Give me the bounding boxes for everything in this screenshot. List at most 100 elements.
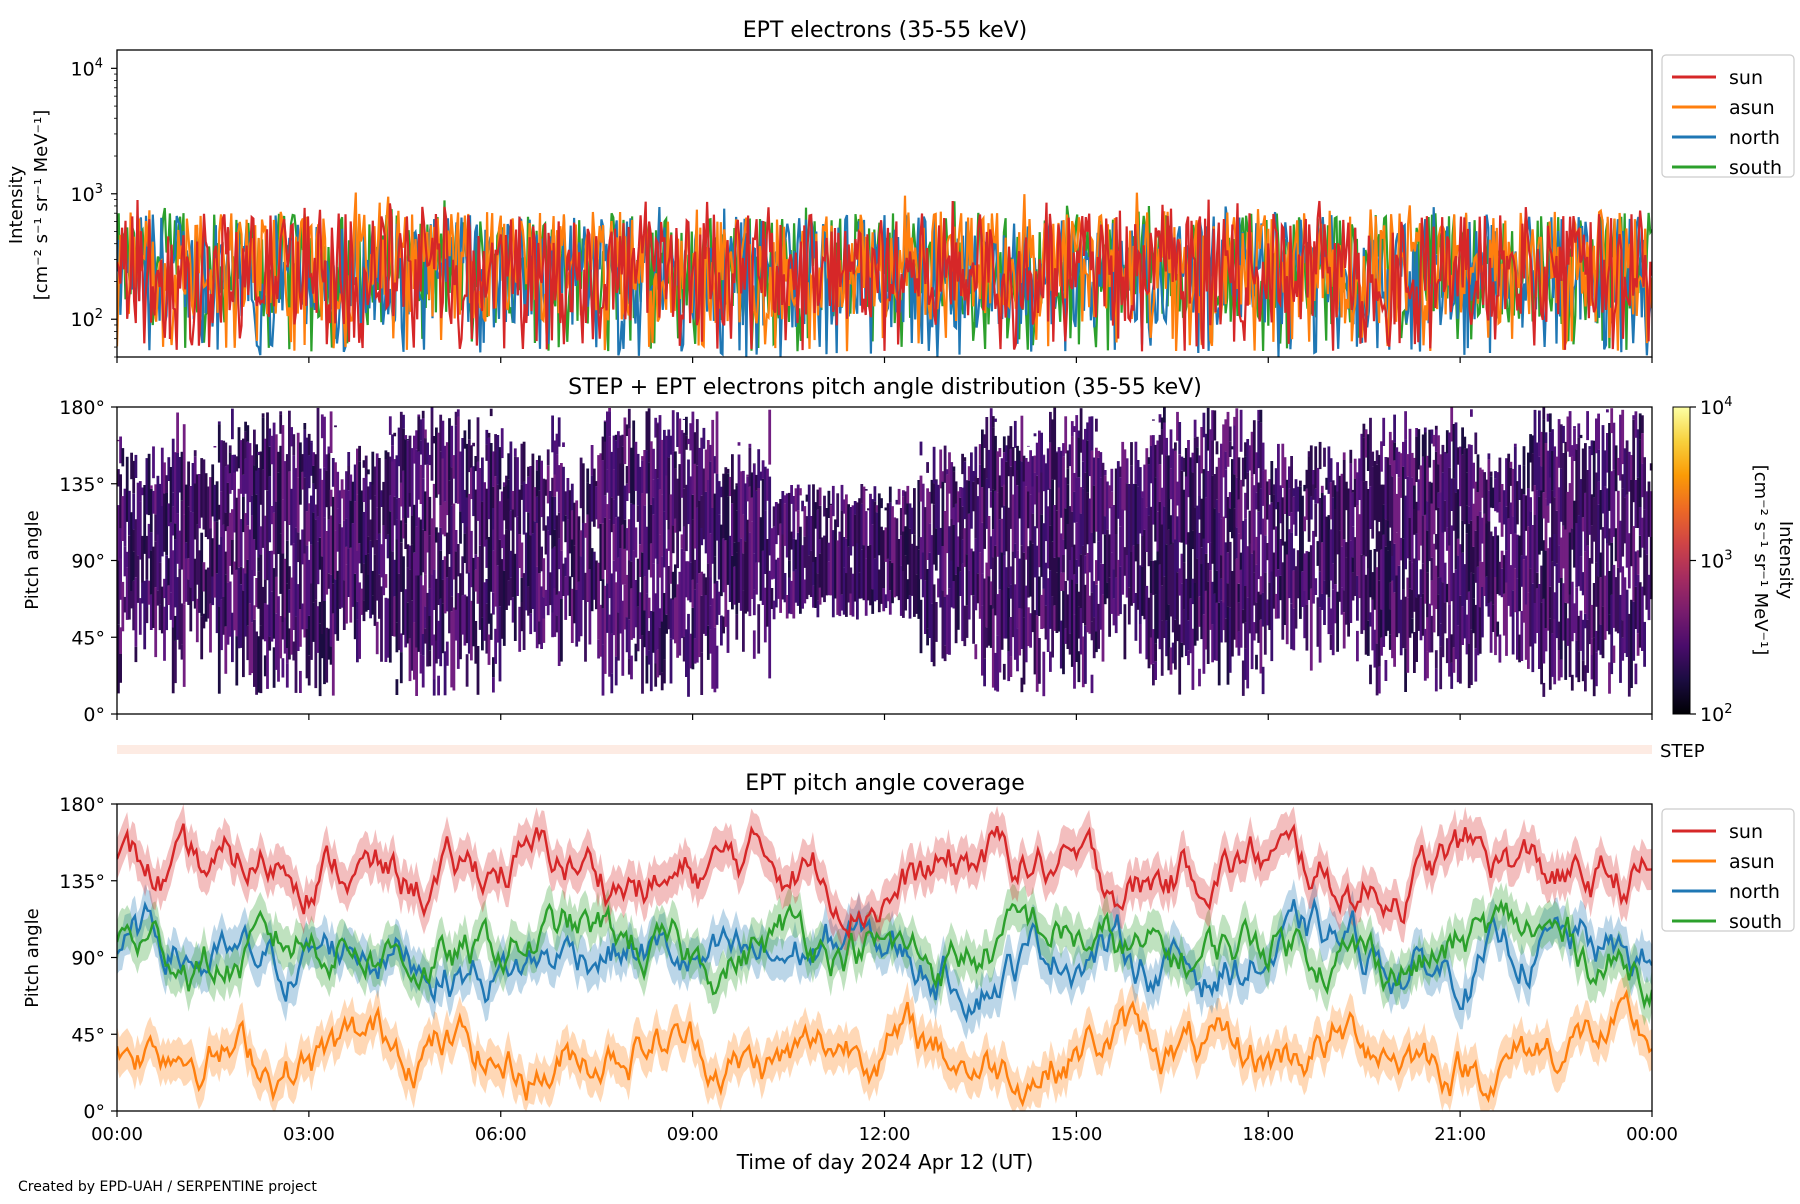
heatmap-cell bbox=[1404, 411, 1407, 439]
heatmap-cell bbox=[1424, 428, 1427, 433]
heatmap-cell bbox=[1641, 415, 1644, 433]
heatmap-cell bbox=[1542, 683, 1545, 697]
heatmap-cell bbox=[819, 506, 822, 540]
heatmap-cell bbox=[753, 630, 756, 658]
heatmap-cell bbox=[385, 574, 388, 588]
heatmap-cell bbox=[224, 443, 227, 467]
panel-pitch-coverage: EPT pitch angle coverage 0°45°90°135°180… bbox=[22, 771, 1794, 1174]
heatmap-cell bbox=[716, 411, 719, 474]
heatmap-cell bbox=[229, 445, 232, 452]
heatmap-cell bbox=[1365, 429, 1368, 430]
heatmap-cell bbox=[1426, 652, 1429, 679]
heatmap-cell bbox=[253, 605, 256, 619]
heatmap-cell bbox=[262, 413, 265, 418]
x-tick-label: 03:00 bbox=[283, 1124, 335, 1145]
heatmap-cell bbox=[424, 430, 427, 439]
x-axis-label: Time of day 2024 Apr 12 (UT) bbox=[736, 1150, 1034, 1174]
heatmap-cell bbox=[1067, 469, 1070, 485]
heatmap-cell bbox=[1577, 652, 1580, 683]
colorbar-tick-label: 103 bbox=[1700, 549, 1732, 573]
heatmap-cell bbox=[926, 462, 929, 473]
heatmap-cell bbox=[1510, 462, 1513, 468]
legend-label-south: south bbox=[1729, 157, 1782, 179]
heatmap-cell bbox=[547, 449, 550, 465]
heatmap-cell bbox=[176, 413, 179, 454]
heatmap-cell bbox=[1198, 669, 1201, 687]
heatmap-cell bbox=[501, 428, 504, 458]
heatmap-cell bbox=[396, 679, 399, 695]
heatmap-cell bbox=[1393, 415, 1396, 443]
legend-label-south: south bbox=[1729, 911, 1782, 933]
y-tick-label: 0° bbox=[83, 1101, 105, 1123]
heatmap-cell bbox=[1038, 638, 1041, 684]
heatmap-cell bbox=[610, 634, 613, 673]
heatmap-cell bbox=[1220, 483, 1223, 518]
heatmap-cell bbox=[674, 451, 677, 468]
heatmap-cell bbox=[1260, 410, 1263, 423]
heatmap-cell bbox=[1095, 419, 1098, 432]
heatmap-cell bbox=[1470, 630, 1473, 685]
legend-label-sun: sun bbox=[1729, 67, 1763, 89]
heatmap-cell bbox=[1573, 426, 1576, 428]
heatmap-cell bbox=[1356, 631, 1359, 661]
heatmap-cell bbox=[174, 641, 177, 683]
heatmap-cell bbox=[1003, 664, 1006, 680]
heatmap-cell bbox=[1595, 653, 1598, 687]
heatmap-cell bbox=[1499, 635, 1502, 663]
heatmap-cell bbox=[279, 411, 282, 414]
heatmap-cell bbox=[1262, 443, 1265, 471]
heatmap-cell bbox=[1010, 656, 1013, 677]
heatmap-cell bbox=[663, 659, 666, 683]
x-tick-label: 00:00 bbox=[91, 1124, 143, 1145]
heatmap-cell bbox=[431, 411, 434, 481]
x-tick-label: 06:00 bbox=[475, 1124, 527, 1145]
heatmap-cell bbox=[935, 602, 938, 642]
heatmap-cell bbox=[1110, 469, 1113, 492]
heatmap-cell bbox=[1091, 416, 1094, 451]
heatmap-cell bbox=[727, 610, 730, 653]
heatmap-cell bbox=[391, 445, 394, 461]
heatmap-cell bbox=[582, 463, 585, 523]
y-tick-label: 135° bbox=[59, 871, 105, 893]
heatmap-cell bbox=[1010, 426, 1013, 449]
heatmap-cell bbox=[1547, 506, 1550, 523]
heatmap-cell bbox=[608, 411, 611, 436]
heatmap-cell bbox=[1042, 455, 1045, 456]
y-tick-label: 90° bbox=[71, 551, 105, 573]
step-label: STEP bbox=[1660, 741, 1705, 762]
heatmap-cell bbox=[874, 486, 877, 501]
heatmap-cell bbox=[1490, 472, 1493, 477]
heatmap-cell bbox=[404, 435, 407, 439]
heatmap-cell bbox=[788, 561, 791, 578]
heatmap-cell bbox=[906, 486, 909, 504]
heatmap-cell bbox=[635, 527, 638, 557]
heatmap-cell bbox=[1255, 655, 1258, 670]
heatmap-cell bbox=[836, 493, 839, 527]
y-tick-label: 103 bbox=[71, 182, 103, 206]
heatmap-cell bbox=[1246, 637, 1249, 688]
heatmap-cell bbox=[286, 663, 289, 688]
heatmap-cell bbox=[1163, 407, 1166, 422]
heatmap-cell bbox=[718, 481, 721, 515]
x-tick-label: 09:00 bbox=[667, 1124, 719, 1145]
heatmap-cell bbox=[558, 417, 561, 446]
heatmap-cell bbox=[757, 449, 760, 488]
heatmap-cell bbox=[628, 409, 631, 429]
heatmap-cell bbox=[1514, 444, 1517, 447]
panel1-series-group bbox=[117, 193, 1652, 358]
heatmap-cell bbox=[1474, 433, 1477, 455]
heatmap-cell bbox=[711, 420, 714, 421]
y-tick-label: 135° bbox=[59, 474, 105, 496]
x-tick-label: 18:00 bbox=[1242, 1124, 1294, 1145]
heatmap-cell bbox=[1042, 652, 1045, 697]
heatmap-cell bbox=[1330, 458, 1333, 482]
heatmap-cell bbox=[255, 444, 258, 470]
panel2-xticks bbox=[117, 714, 1652, 720]
heatmap-cell bbox=[714, 557, 717, 584]
heatmap-cell bbox=[488, 433, 491, 438]
heatmap-cell bbox=[768, 410, 771, 465]
heatmap-cell bbox=[1562, 426, 1565, 443]
heatmap-cell bbox=[1343, 452, 1346, 460]
heatmap-cell bbox=[1084, 626, 1087, 684]
